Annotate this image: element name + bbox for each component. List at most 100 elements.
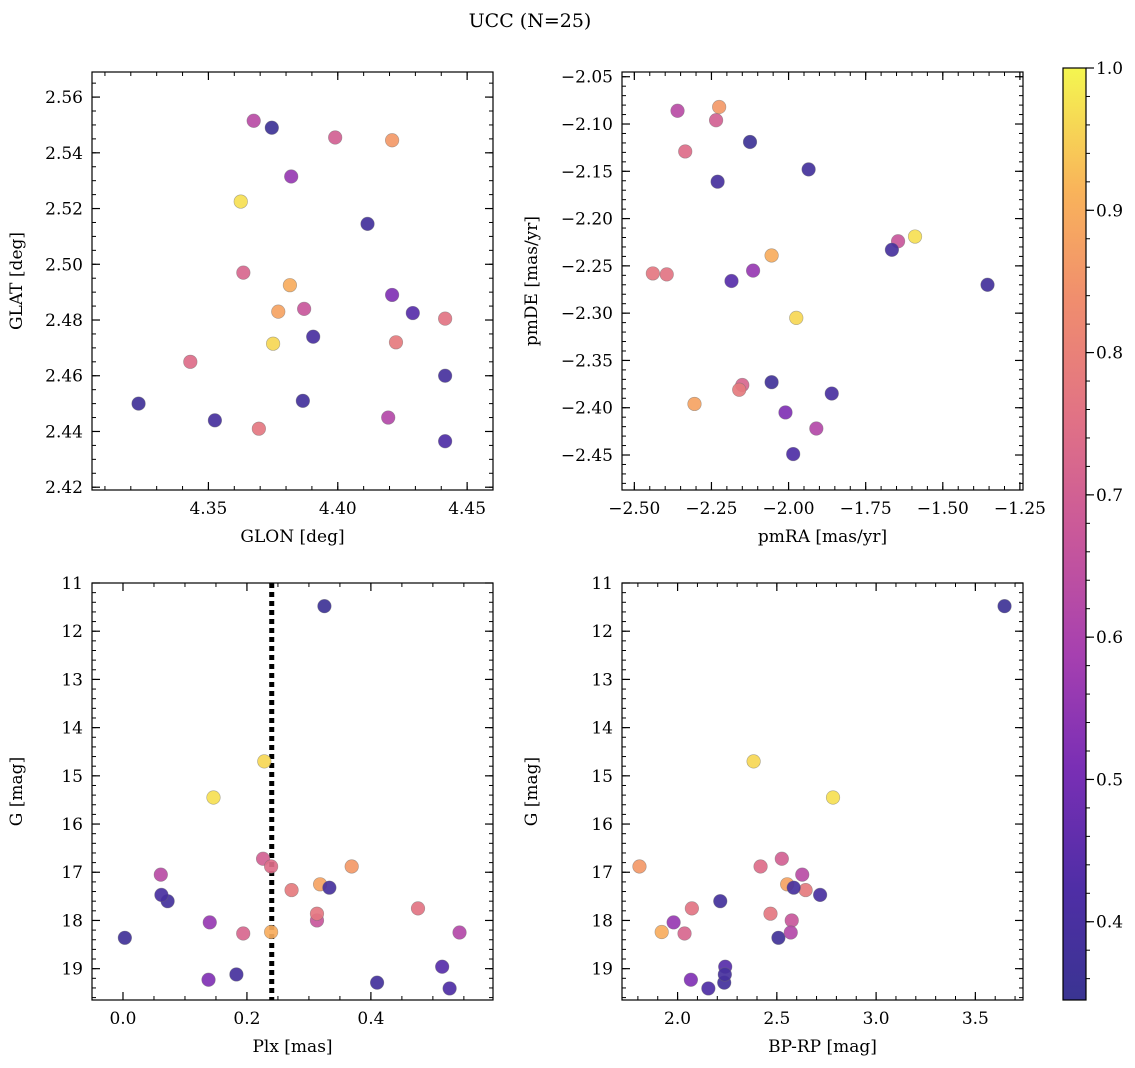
scatter-point (435, 959, 450, 974)
scatter-point (202, 915, 217, 930)
y-tick-label: 14 (61, 719, 83, 739)
y-tick-label: 12 (61, 622, 83, 642)
scatter-point (670, 103, 685, 118)
y-tick-label: 13 (61, 670, 83, 690)
scatter-point (825, 790, 841, 805)
x-axis-label: BP-RP [mag] (768, 1037, 877, 1057)
scatter-point (264, 924, 279, 940)
scatter-point (717, 967, 732, 982)
x-tick-label: 4.40 (319, 499, 357, 519)
x-tick-label: −2.50 (608, 499, 660, 519)
scatter-point (732, 382, 747, 397)
scatter-point (745, 263, 761, 278)
colorbar-tick-label: 1.0 (1096, 59, 1123, 79)
scatter-point (297, 301, 312, 316)
y-tick-label: 14 (591, 719, 613, 739)
scatter-point (233, 194, 248, 209)
scatter-point (708, 113, 724, 128)
y-axis-label: G [mag] (522, 757, 542, 826)
chart-title: UCC (N=25) (469, 10, 592, 32)
scatter-point (410, 901, 426, 916)
scatter-point (207, 413, 222, 428)
plot-frame (91, 582, 494, 1001)
x-tick-label: −1.50 (917, 499, 969, 519)
scatter-point (824, 386, 839, 401)
scatter-point (131, 396, 146, 411)
x-tick-label: 0.4 (357, 1009, 384, 1029)
scatter-point (317, 599, 332, 614)
scatter-point (438, 434, 453, 449)
y-tick-label: 12 (591, 622, 613, 642)
plot-frame (91, 71, 494, 491)
scatter-point (388, 335, 404, 350)
scatter-point (771, 930, 786, 945)
panel-glon-glat: 4.35 4.40 4.45 2.42 2.44 2.46 2.48 2.50 2.52 2.54… (7, 71, 494, 547)
y-tick-label: 17 (61, 863, 83, 883)
scatter-point (295, 393, 310, 408)
y-tick-label: 2.56 (45, 88, 83, 108)
scatter-point (264, 859, 279, 874)
scatter-point (764, 248, 779, 263)
x-tick-label: 0.0 (109, 1009, 136, 1029)
scatter-point (381, 410, 396, 425)
y-tick-label: 2.48 (45, 311, 83, 331)
scatter-point (687, 396, 702, 412)
scatter-point (980, 277, 995, 292)
scatter-point (809, 421, 824, 436)
scatter-point (265, 336, 281, 351)
scatter-point (229, 967, 244, 982)
scatter-point (786, 446, 801, 462)
y-tick-label: 18 (591, 911, 613, 931)
x-tick-label: 3.0 (863, 1009, 890, 1029)
scatter-point (154, 887, 169, 903)
scatter-point (701, 981, 716, 996)
x-tick-label: 2.5 (763, 1009, 790, 1029)
scatter-point (677, 926, 692, 941)
scatter-point (251, 421, 266, 436)
scatter-point (764, 375, 779, 390)
y-tick-label: −2.10 (561, 115, 613, 135)
scatter-point (236, 926, 251, 941)
scatter-point (328, 130, 343, 145)
y-tick-label: −2.35 (561, 351, 613, 371)
scatter-point (713, 894, 728, 909)
y-tick-label: 15 (61, 767, 83, 787)
scatter-point (360, 216, 375, 231)
scatter-point (284, 882, 299, 898)
scatter-point (438, 311, 453, 326)
panel-bprp-g: 2.0 2.5 3.0 3.5 11 12 13 14 15 16 17 18 19 BP-RP [mag… (522, 574, 1024, 1057)
y-tick-label: 2.46 (45, 367, 83, 387)
y-tick-label: −2.40 (561, 399, 613, 419)
x-axis-label: GLON [deg] (240, 527, 344, 547)
y-tick-label: 2.54 (45, 144, 83, 164)
x-tick-label: −1.25 (994, 499, 1046, 519)
scatter-point (271, 304, 286, 319)
y-tick-label: 2.42 (45, 478, 83, 498)
x-tick-label: −2.25 (685, 499, 737, 519)
y-tick-label: 16 (591, 815, 613, 835)
x-tick-label: 2.0 (664, 1009, 691, 1029)
x-axis-label: pmRA [mas/yr] (758, 527, 887, 547)
colorbar: 0.4 0.5 0.6 0.7 0.8 0.9 1.0 (1062, 59, 1123, 1001)
scatter-point (284, 169, 299, 184)
scatter-point (798, 882, 813, 898)
scatter-point (153, 867, 168, 882)
y-axis-label: pmDE [mas/yr] (522, 216, 542, 346)
scatter-point (786, 880, 801, 895)
panel-pmra-pmde: −2.50 −2.25 −2.00 −1.75 −1.50 −1.25 −2.45 −2.40… (522, 68, 1046, 547)
scatter-point (370, 975, 385, 990)
y-tick-label: 11 (591, 574, 613, 594)
x-tick-label: 0.2 (233, 1009, 260, 1029)
scatter-point (282, 278, 298, 293)
scatter-point (654, 924, 669, 940)
y-tick-label: 18 (61, 911, 83, 931)
x-tick-label: 4.35 (189, 499, 227, 519)
scatter-point (789, 310, 804, 325)
y-tick-label: −2.25 (561, 257, 613, 277)
scatter-point (264, 120, 279, 135)
scatter-point (117, 930, 132, 945)
scatter-point (678, 144, 693, 159)
y-tick-label: 19 (591, 960, 613, 980)
scatter-point (257, 754, 272, 769)
y-tick-label: 16 (61, 815, 83, 835)
